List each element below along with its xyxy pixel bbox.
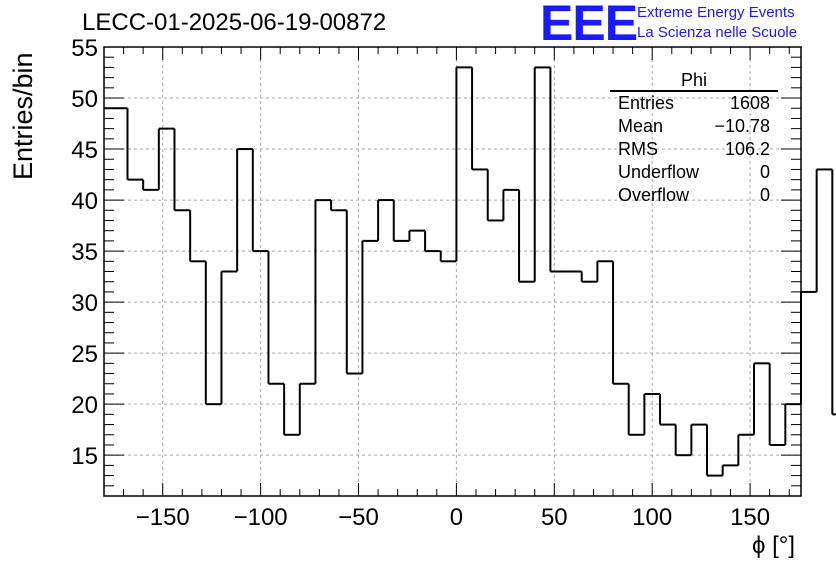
x-tick-label: 0: [450, 504, 463, 531]
stats-row-entries: Entries 1608: [610, 92, 778, 115]
y-axis-label: Entries/bin: [8, 52, 38, 180]
logo-line-1: Extreme Energy Events: [637, 4, 795, 21]
stats-row-rms: RMS 106.2: [610, 138, 778, 161]
stats-label: RMS: [618, 139, 658, 159]
stats-value: −10.78: [714, 116, 770, 136]
y-tick-label: 25: [71, 341, 98, 368]
stats-value: 1608: [729, 93, 770, 113]
stats-title: Phi: [610, 70, 778, 92]
y-tick-label: 45: [71, 137, 98, 164]
x-tick-label: −50: [338, 504, 379, 531]
y-tick-label: 40: [71, 188, 98, 215]
y-tick-label: 30: [71, 290, 98, 317]
stats-box: Phi Entries 1608 Mean −10.78 RMS 106.2 U…: [610, 70, 778, 207]
stats-label: Entries: [618, 93, 675, 113]
x-tick-label: 150: [730, 504, 770, 531]
stats-row-overflow: Overflow 0: [610, 184, 778, 207]
y-tick-label: 50: [71, 86, 98, 113]
x-tick-label: 50: [541, 504, 568, 531]
logo-line-2: La Scienza nelle Scuole: [637, 24, 798, 41]
x-tick-label: −150: [136, 504, 190, 531]
stats-value: 0: [759, 162, 770, 182]
stats-label: Overflow: [618, 185, 690, 205]
y-tick-label: 55: [71, 35, 98, 62]
stats-value: 106.2: [724, 139, 770, 159]
stats-label: Mean: [618, 116, 664, 136]
stats-row-underflow: Underflow 0: [610, 161, 778, 184]
x-axis-label: ϕ [°]: [752, 532, 796, 559]
y-tick-label: 35: [71, 239, 98, 266]
y-tick-label: 15: [71, 443, 98, 470]
x-tick-label: 100: [632, 504, 672, 531]
stats-label: Underflow: [618, 162, 700, 182]
x-tick-label: −100: [234, 504, 288, 531]
eee-logo: EEE: [540, 0, 638, 51]
stats-value: 0: [759, 185, 770, 205]
chart-title: LECC-01-2025-06-19-00872: [82, 9, 387, 36]
y-tick-label: 20: [71, 392, 98, 419]
stats-row-mean: Mean −10.78: [610, 115, 778, 138]
